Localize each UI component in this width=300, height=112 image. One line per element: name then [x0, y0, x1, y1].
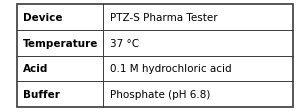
- Text: Phosphate (pH 6.8): Phosphate (pH 6.8): [110, 89, 210, 99]
- Text: Device: Device: [23, 13, 63, 23]
- Text: Buffer: Buffer: [23, 89, 60, 99]
- Text: Acid: Acid: [23, 64, 49, 74]
- Text: 37 °C: 37 °C: [110, 38, 139, 48]
- Text: Temperature: Temperature: [23, 38, 98, 48]
- Text: 0.1 M hydrochloric acid: 0.1 M hydrochloric acid: [110, 64, 232, 74]
- Text: PTZ-S Pharma Tester: PTZ-S Pharma Tester: [110, 13, 218, 23]
